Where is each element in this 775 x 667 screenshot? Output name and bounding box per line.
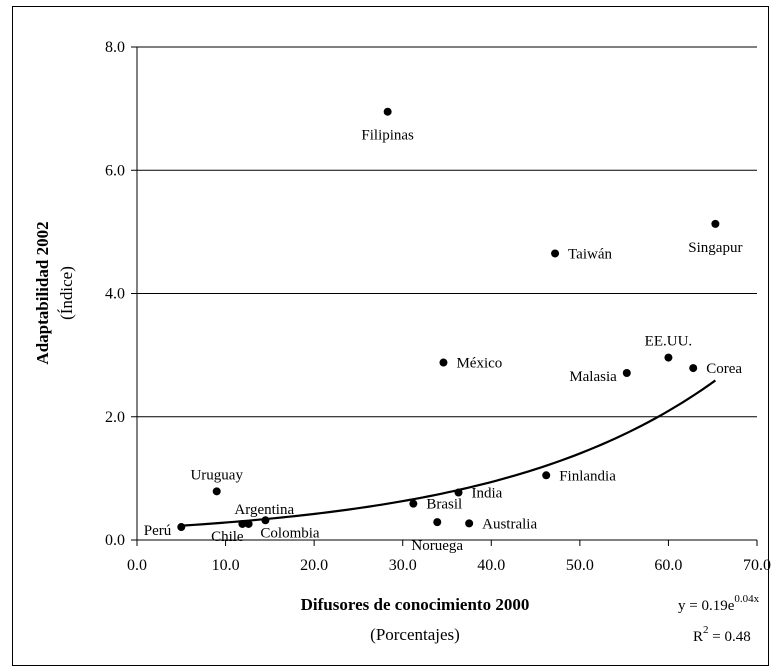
data-point-filipinas [383, 107, 392, 116]
point-label: EE.UU. [645, 334, 693, 350]
data-point-colombia [261, 516, 270, 525]
x-axis-title: Difusores de conocimiento 2000 [301, 595, 530, 614]
data-point-chile [244, 519, 253, 528]
fit-equation-exponent: 0.04x [734, 593, 759, 605]
data-point-india [454, 488, 463, 497]
x-tick-label: 30.0 [389, 557, 417, 574]
data-point-finlandia [542, 471, 551, 480]
data-point-m-xico [439, 358, 448, 367]
data-points: Filipinas Singapur Taiwán México EE.UU. Corea… [144, 107, 742, 554]
fit-r-letter: R [693, 629, 703, 645]
point-label: Argentina [234, 502, 294, 518]
data-point-australia [465, 519, 474, 528]
data-point-malasia [622, 368, 631, 377]
data-point-noruega [433, 518, 442, 527]
tick-labels: 0.0 2.0 4.0 6.0 8.0 0.0 10.0 20.0 30.0 40.0 50.0 60… [105, 39, 771, 574]
point-label: Brasil [426, 497, 462, 513]
x-tick-label: 0.0 [127, 557, 147, 574]
point-label: Australia [482, 516, 537, 532]
x-tick-label: 10.0 [212, 557, 240, 574]
x-tick-label: 50.0 [566, 557, 594, 574]
point-label: México [456, 356, 502, 372]
data-point-argentina [238, 519, 247, 528]
x-tick-label: 20.0 [300, 557, 328, 574]
point-label: Perú [144, 523, 172, 539]
x-axis-subtitle: (Porcentajes) [370, 625, 460, 644]
x-tick-label: 70.0 [743, 557, 771, 574]
point-label: India [472, 486, 503, 502]
y-tick-label: 8.0 [105, 39, 125, 56]
chart-frame [12, 6, 769, 666]
trendline [181, 379, 717, 527]
y-axis-title: Adaptabilidad 2002 [33, 221, 52, 364]
data-point-ee-uu- [664, 353, 673, 362]
point-label: Filipinas [361, 128, 414, 144]
data-point-brasil [409, 499, 418, 508]
data-point-corea [689, 364, 698, 373]
gridlines [137, 46, 757, 418]
fit-r-squared: R2 = 0.48 [693, 624, 751, 645]
point-label: Malasia [569, 369, 617, 385]
point-label: Chile [211, 529, 244, 545]
point-label: Singapur [688, 240, 742, 256]
point-label: Corea [706, 361, 742, 377]
x-tick-label: 60.0 [654, 557, 682, 574]
data-point-per- [177, 523, 186, 532]
point-label: Uruguay [190, 467, 243, 483]
data-point-singapur [711, 219, 720, 228]
axes [131, 46, 758, 546]
fit-equation-prefix: y = 0.19e [678, 598, 735, 614]
point-label: Colombia [260, 525, 320, 541]
point-label: Finlandia [559, 468, 616, 484]
fit-r-value: = 0.48 [709, 629, 751, 645]
point-label: Noruega [411, 538, 463, 554]
data-point-taiw-n [551, 249, 560, 258]
data-point-uruguay [212, 487, 221, 496]
trendline-group [181, 379, 717, 527]
y-axis-subtitle: (Índice) [57, 266, 76, 320]
y-tick-label: 4.0 [105, 286, 125, 303]
y-tick-label: 6.0 [105, 162, 125, 179]
y-tick-label: 2.0 [105, 409, 125, 426]
point-label: Taiwán [568, 246, 612, 262]
fit-equation: y = 0.19e0.04x [678, 593, 760, 614]
x-tick-label: 40.0 [477, 557, 505, 574]
fit-r-superscript: 2 [703, 624, 709, 636]
y-tick-label: 0.0 [105, 532, 125, 549]
